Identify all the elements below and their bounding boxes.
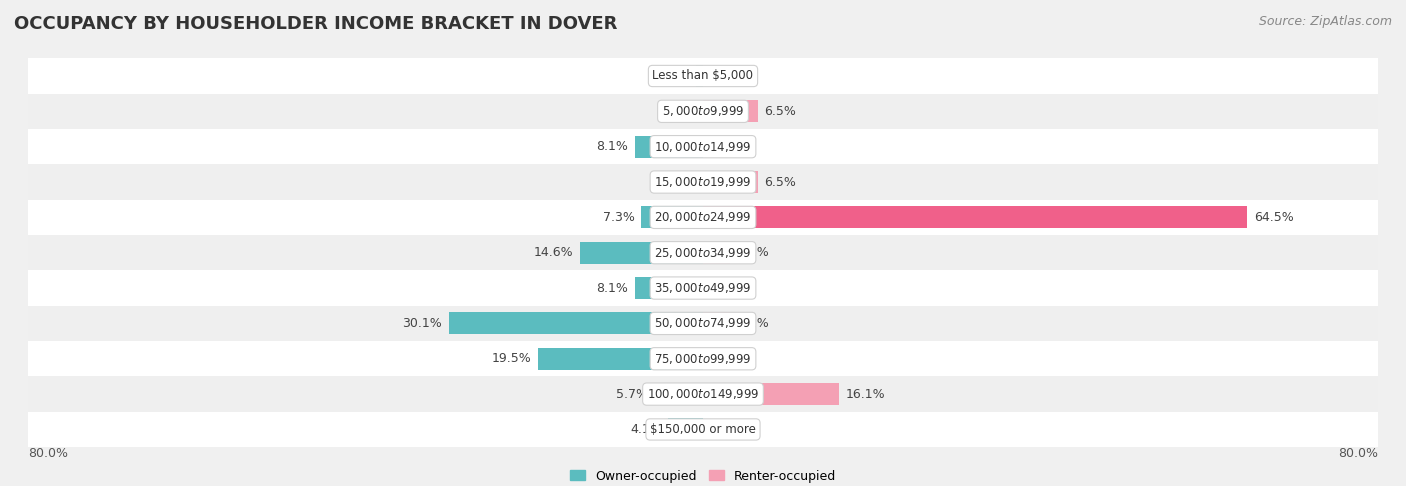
Text: $25,000 to $34,999: $25,000 to $34,999 bbox=[654, 246, 752, 260]
Bar bbox=[28, 94, 1378, 129]
Bar bbox=[634, 136, 703, 157]
Text: $20,000 to $24,999: $20,000 to $24,999 bbox=[654, 210, 752, 225]
Text: 8.1%: 8.1% bbox=[596, 281, 628, 295]
Bar bbox=[668, 418, 703, 440]
Text: $35,000 to $49,999: $35,000 to $49,999 bbox=[654, 281, 752, 295]
Text: $75,000 to $99,999: $75,000 to $99,999 bbox=[654, 352, 752, 366]
Bar bbox=[28, 341, 1378, 377]
Text: 0.0%: 0.0% bbox=[710, 352, 742, 365]
Bar bbox=[28, 129, 1378, 164]
Bar bbox=[703, 242, 730, 264]
Text: $10,000 to $14,999: $10,000 to $14,999 bbox=[654, 139, 752, 154]
Text: 0.0%: 0.0% bbox=[710, 69, 742, 83]
Bar bbox=[703, 383, 839, 405]
Text: 19.5%: 19.5% bbox=[492, 352, 531, 365]
Text: 14.6%: 14.6% bbox=[533, 246, 574, 259]
Bar bbox=[28, 270, 1378, 306]
Text: $150,000 or more: $150,000 or more bbox=[650, 423, 756, 436]
Text: 5.7%: 5.7% bbox=[616, 388, 648, 400]
Text: 80.0%: 80.0% bbox=[1339, 447, 1378, 460]
Bar bbox=[28, 377, 1378, 412]
Bar bbox=[703, 171, 758, 193]
Legend: Owner-occupied, Renter-occupied: Owner-occupied, Renter-occupied bbox=[565, 465, 841, 486]
Bar bbox=[28, 200, 1378, 235]
Text: 0.0%: 0.0% bbox=[710, 281, 742, 295]
Text: 64.5%: 64.5% bbox=[1254, 211, 1294, 224]
Bar bbox=[703, 101, 758, 122]
Text: $50,000 to $74,999: $50,000 to $74,999 bbox=[654, 316, 752, 330]
Text: 4.1%: 4.1% bbox=[630, 423, 662, 436]
Bar bbox=[703, 207, 1247, 228]
Bar bbox=[703, 312, 730, 334]
Text: 8.1%: 8.1% bbox=[596, 140, 628, 153]
Bar bbox=[538, 348, 703, 370]
Text: $15,000 to $19,999: $15,000 to $19,999 bbox=[654, 175, 752, 189]
Bar bbox=[28, 306, 1378, 341]
Text: 0.0%: 0.0% bbox=[664, 105, 696, 118]
Bar bbox=[28, 412, 1378, 447]
Text: 16.1%: 16.1% bbox=[845, 388, 886, 400]
Text: 1.6%: 1.6% bbox=[651, 175, 683, 189]
Text: $100,000 to $149,999: $100,000 to $149,999 bbox=[647, 387, 759, 401]
Bar bbox=[655, 383, 703, 405]
Text: 3.2%: 3.2% bbox=[737, 317, 769, 330]
Bar bbox=[689, 171, 703, 193]
Text: Less than $5,000: Less than $5,000 bbox=[652, 69, 754, 83]
Bar bbox=[28, 164, 1378, 200]
Text: 6.5%: 6.5% bbox=[765, 105, 796, 118]
Text: 7.3%: 7.3% bbox=[603, 211, 634, 224]
Text: 80.0%: 80.0% bbox=[28, 447, 67, 460]
Bar bbox=[634, 277, 703, 299]
Bar bbox=[579, 242, 703, 264]
Text: $5,000 to $9,999: $5,000 to $9,999 bbox=[662, 104, 744, 118]
Text: 0.0%: 0.0% bbox=[710, 140, 742, 153]
Text: 30.1%: 30.1% bbox=[402, 317, 443, 330]
Bar bbox=[28, 58, 1378, 94]
Text: 6.5%: 6.5% bbox=[765, 175, 796, 189]
Text: Source: ZipAtlas.com: Source: ZipAtlas.com bbox=[1258, 15, 1392, 28]
Text: 0.81%: 0.81% bbox=[650, 69, 689, 83]
Bar bbox=[28, 235, 1378, 270]
Bar bbox=[696, 65, 703, 87]
Bar bbox=[449, 312, 703, 334]
Text: 0.0%: 0.0% bbox=[710, 423, 742, 436]
Text: 3.2%: 3.2% bbox=[737, 246, 769, 259]
Bar bbox=[641, 207, 703, 228]
Text: OCCUPANCY BY HOUSEHOLDER INCOME BRACKET IN DOVER: OCCUPANCY BY HOUSEHOLDER INCOME BRACKET … bbox=[14, 15, 617, 33]
